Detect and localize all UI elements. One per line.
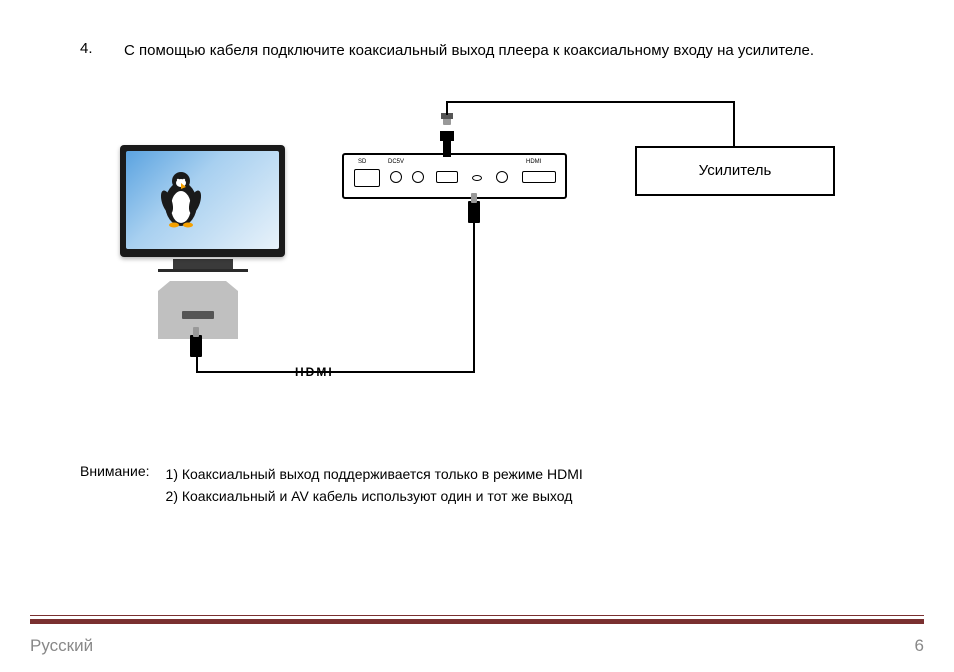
amplifier-box: Усилитель xyxy=(635,146,835,196)
media-player: SD DC5V HDMI xyxy=(342,153,567,199)
coax-plug xyxy=(440,113,454,153)
step-text: С помощью кабеля подключите коаксиальный… xyxy=(124,40,814,63)
page-footer: Русский 6 xyxy=(30,636,924,656)
notes-label: Внимание: xyxy=(80,463,150,508)
step-number: 4. xyxy=(80,40,100,63)
penguin-icon xyxy=(156,169,206,229)
note-line-2: 2) Коаксиальный и AV кабель используют о… xyxy=(166,485,583,507)
notes-body: 1) Коаксиальный выход поддерживается тол… xyxy=(166,463,583,508)
connection-diagram: SD DC5V HDMI Усилитель HDMI xyxy=(80,93,874,413)
notes-section: Внимание: 1) Коаксиальный выход поддержи… xyxy=(80,463,874,508)
hdmi-plug-player xyxy=(468,201,480,223)
footer-rule xyxy=(30,619,924,624)
hdmi-plug-tv xyxy=(190,335,202,357)
footer-language: Русский xyxy=(30,636,93,656)
hdmi-cable-label: HDMI xyxy=(295,365,334,379)
amplifier-label: Усилитель xyxy=(699,162,772,179)
footer-page-number: 6 xyxy=(915,636,924,656)
instruction-step: 4. С помощью кабеля подключите коаксиаль… xyxy=(80,40,874,63)
note-line-1: 1) Коаксиальный выход поддерживается тол… xyxy=(166,463,583,485)
